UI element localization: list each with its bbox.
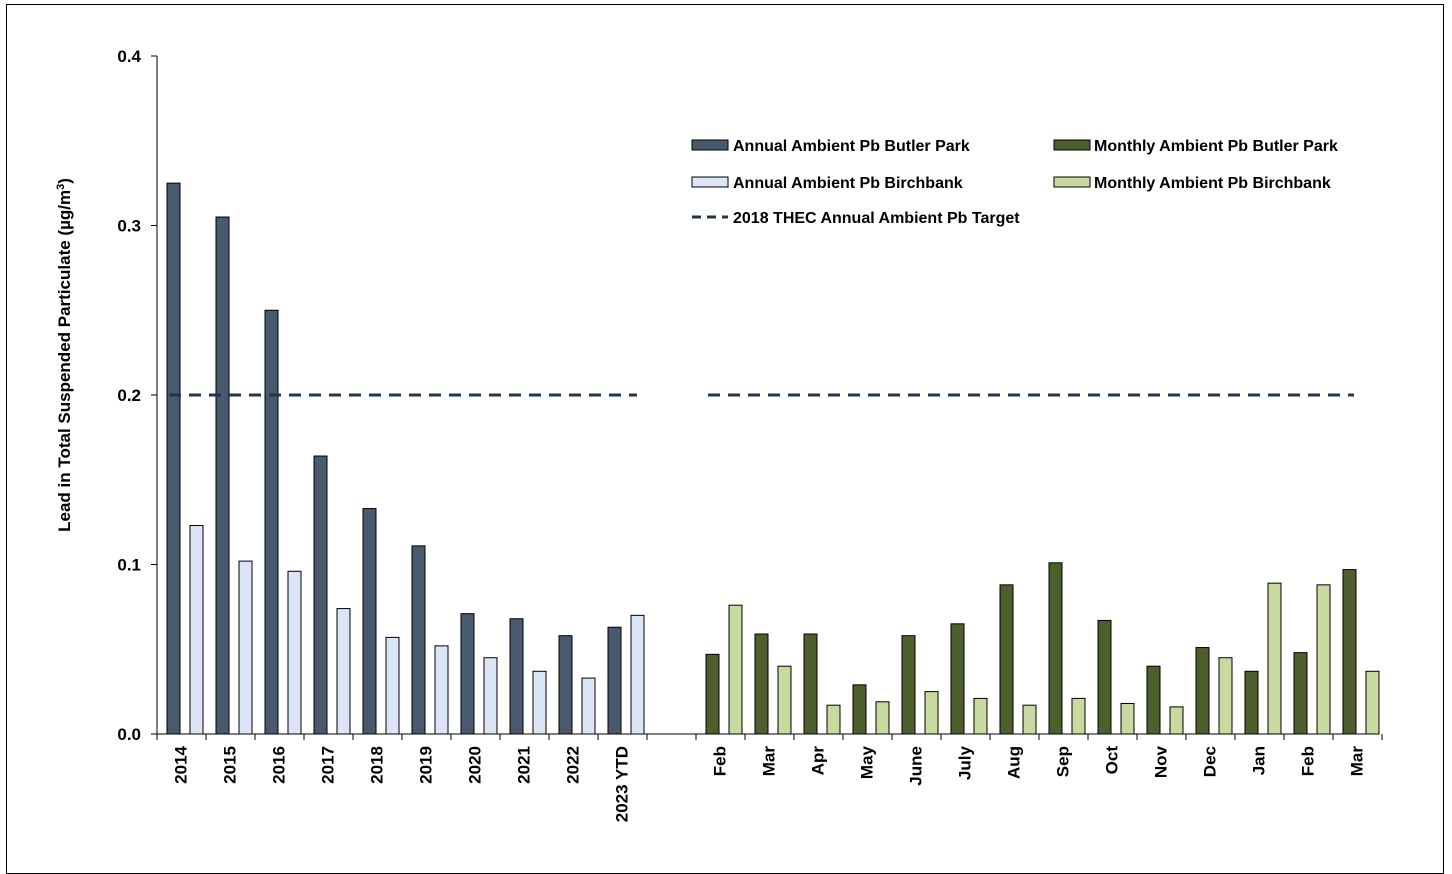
legend-label-annual-butler: Annual Ambient Pb Butler Park xyxy=(733,138,970,155)
monthly-bar-birchbank xyxy=(875,701,890,735)
monthly-bar-butler xyxy=(901,635,916,735)
annual-bar-butler xyxy=(558,635,573,735)
monthly-bar-butler xyxy=(1342,569,1357,735)
x-tick-label: Aug xyxy=(1005,746,1024,779)
x-tick-label: 2020 xyxy=(466,746,485,784)
monthly-bar-butler xyxy=(754,633,769,735)
monthly-bar-birchbank xyxy=(1071,697,1086,735)
monthly-bar-birchbank xyxy=(973,697,988,735)
monthly-bar-birchbank xyxy=(924,691,939,735)
legend-swatch-annual-birchbank xyxy=(691,176,729,188)
y-tick-label: 0.0 xyxy=(117,725,141,744)
annual-bar-birchbank xyxy=(532,670,547,735)
annual-bar-birchbank xyxy=(189,525,204,735)
tick-labels: 0.0 0.1 0.2 0.3 0.4 2014 2015 2016 2017 2018 2019 2… xyxy=(117,47,1366,822)
monthly-bar-butler xyxy=(950,623,965,735)
x-tick-label: 2022 xyxy=(564,746,583,784)
legend-swatch-monthly-butler xyxy=(1053,139,1091,151)
legend-swatch-monthly-birchbank xyxy=(1053,176,1091,188)
x-tick-label: 2018 xyxy=(368,746,387,784)
monthly-bar-butler xyxy=(1244,670,1259,735)
monthly-bar-butler xyxy=(1048,562,1063,735)
monthly-bar-birchbank xyxy=(1316,584,1331,735)
annual-bar-butler xyxy=(509,618,524,735)
x-tick-label: May xyxy=(858,745,877,779)
monthly-bar-butler xyxy=(852,684,867,735)
legend-swatch-annual-butler xyxy=(691,139,729,151)
monthly-bar-birchbank xyxy=(728,604,743,735)
annual-bar-birchbank xyxy=(287,570,302,735)
annual-bar-butler xyxy=(215,216,230,735)
monthly-bar-butler xyxy=(1195,647,1210,735)
monthly-bar-birchbank xyxy=(1365,670,1380,735)
annual-bar-birchbank xyxy=(385,636,400,735)
annual-bar-butler xyxy=(313,455,328,735)
x-tick-label: June xyxy=(907,746,926,786)
y-tick-label: 0.2 xyxy=(117,386,141,405)
x-tick-label: Oct xyxy=(1103,746,1122,775)
monthly-bar-birchbank xyxy=(1022,704,1037,735)
y-axis-label-sup: 3 xyxy=(55,184,67,190)
annual-bar-birchbank xyxy=(483,657,498,735)
y-tick-label: 0.1 xyxy=(117,556,141,575)
x-tick-label: Feb xyxy=(1299,746,1318,776)
annual-bar-birchbank xyxy=(238,560,253,735)
y-tick-label: 0.3 xyxy=(117,217,141,236)
monthly-bar-butler xyxy=(999,584,1014,735)
x-tick-label: Jan xyxy=(1250,746,1269,775)
annual-bar-butler xyxy=(166,182,181,735)
monthly-bar-birchbank xyxy=(1169,706,1184,735)
monthly-bar-birchbank xyxy=(777,665,792,735)
legend: Annual Ambient Pb Butler Park Annual Amb… xyxy=(691,138,1338,227)
annual-bar-butler xyxy=(362,508,377,735)
legend-label-monthly-butler: Monthly Ambient Pb Butler Park xyxy=(1094,138,1338,155)
x-tick-label: 2014 xyxy=(172,745,191,783)
monthly-bar-birchbank xyxy=(826,704,841,735)
annual-bar-butler xyxy=(264,309,279,735)
x-tick-label: Nov xyxy=(1152,745,1171,778)
x-tick-label: Sep xyxy=(1054,746,1073,777)
monthly-bar-birchbank xyxy=(1267,582,1282,735)
monthly-bar-butler xyxy=(1293,652,1308,735)
x-tick-label: 2015 xyxy=(221,746,240,784)
monthly-bar-birchbank xyxy=(1120,702,1135,735)
annual-bar-butler xyxy=(607,626,622,735)
y-axis-label-main: Lead in Total Suspended Particulate (µg/… xyxy=(55,190,74,532)
x-tick-label: Mar xyxy=(760,746,779,777)
bars xyxy=(166,182,1380,735)
y-axis-label-end: ) xyxy=(55,178,74,184)
x-tick-label: 2021 xyxy=(515,746,534,784)
x-tick-label: Feb xyxy=(711,746,730,776)
monthly-bar-butler xyxy=(1146,665,1161,735)
x-tick-label: Apr xyxy=(809,746,828,776)
x-tick-label: 2016 xyxy=(270,746,289,784)
annual-bar-birchbank xyxy=(630,614,645,735)
monthly-bar-birchbank xyxy=(1218,657,1233,735)
x-tick-label: 2017 xyxy=(319,746,338,784)
legend-label-annual-birchbank: Annual Ambient Pb Birchbank xyxy=(733,175,963,192)
y-axis-label: Lead in Total Suspended Particulate (µg/… xyxy=(55,178,74,532)
legend-label-monthly-birchbank: Monthly Ambient Pb Birchbank xyxy=(1094,175,1331,192)
x-tick-label: July xyxy=(956,745,975,780)
monthly-bar-butler xyxy=(803,633,818,735)
annual-bar-butler xyxy=(411,545,426,735)
annual-bar-birchbank xyxy=(434,645,449,735)
monthly-bar-butler xyxy=(1097,619,1112,735)
x-tick-label: Mar xyxy=(1348,746,1367,777)
x-tick-label: Dec xyxy=(1201,746,1220,777)
annual-bar-birchbank xyxy=(336,608,351,735)
x-tick-label: 2019 xyxy=(417,746,436,784)
monthly-bar-butler xyxy=(705,653,720,735)
x-tick-label: 2023 YTD xyxy=(613,746,632,822)
legend-label-target: 2018 THEC Annual Ambient Pb Target xyxy=(733,210,1020,227)
annual-bar-birchbank xyxy=(581,677,596,735)
y-tick-label: 0.4 xyxy=(117,47,141,66)
annual-bar-butler xyxy=(460,613,475,735)
